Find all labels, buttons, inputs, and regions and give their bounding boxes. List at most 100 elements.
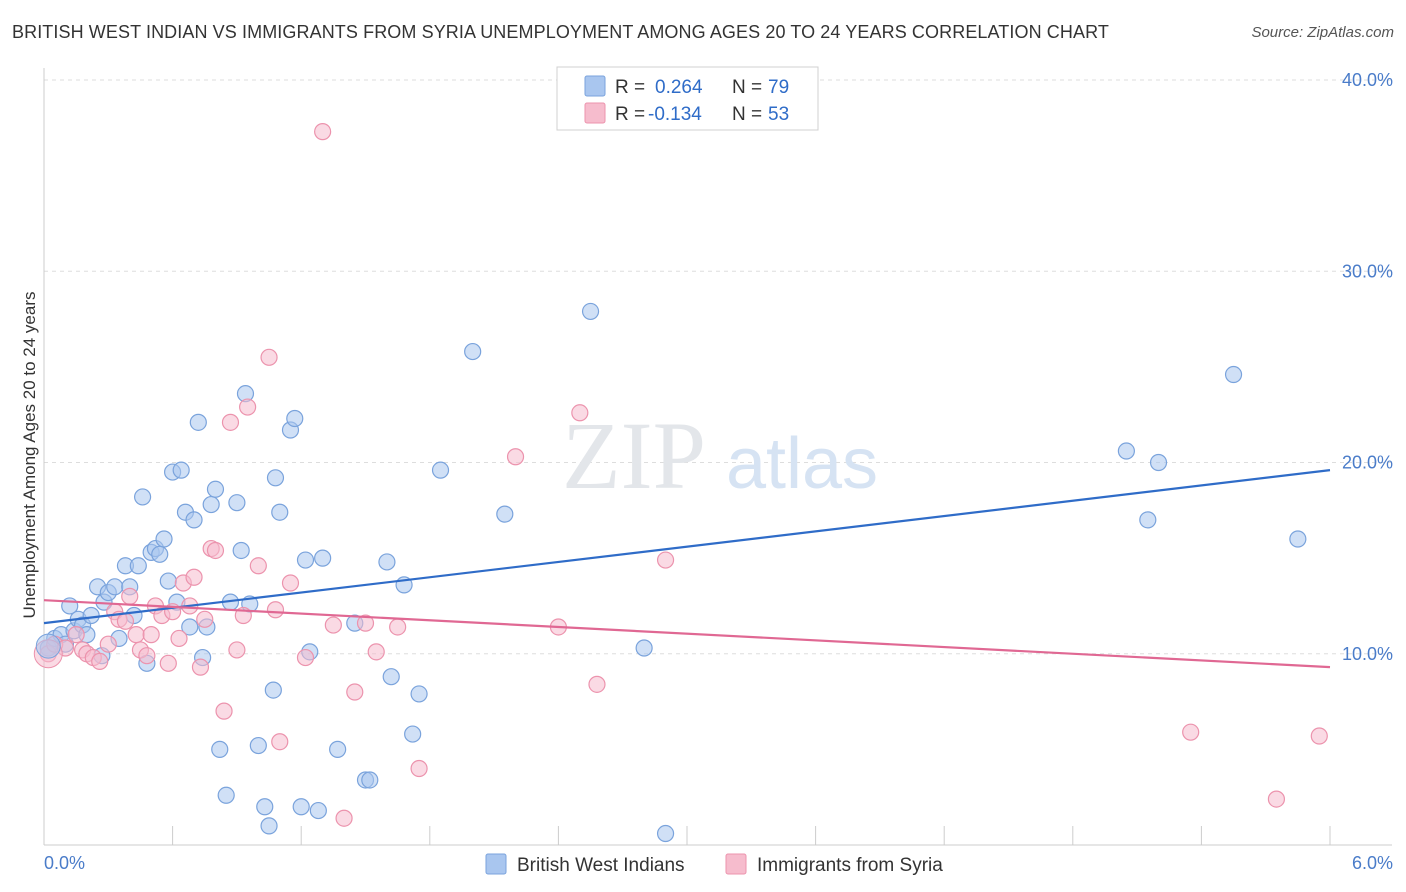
axes [43, 68, 1392, 846]
bottom-legend-swatch-blue [485, 853, 507, 875]
data-point-blue [292, 798, 310, 816]
legend-swatch-pink [584, 102, 606, 124]
data-point-pink [1182, 723, 1200, 741]
x-tick-label: 6.0% [1352, 853, 1393, 873]
data-point-pink [588, 675, 606, 693]
data-point-pink [191, 658, 210, 676]
data-point-blue [431, 461, 450, 479]
data-point-blue [656, 824, 675, 843]
data-point-blue [181, 618, 199, 636]
data-point-blue [249, 736, 267, 755]
data-point-blue [260, 817, 278, 835]
data-point-pink [1310, 727, 1328, 745]
data-point-pink [1267, 790, 1286, 808]
data-point-blue [314, 549, 332, 567]
data-point-pink [281, 574, 300, 592]
data-point-pink [206, 541, 225, 560]
data-point-pink [410, 759, 428, 778]
data-point-blue [232, 541, 250, 560]
data-point-pink [571, 404, 589, 422]
y-tick-label: 20.0% [1342, 453, 1393, 473]
bottom-legend: British West Indians Immigrants from Syr… [485, 853, 943, 876]
data-point-blue [296, 551, 315, 569]
data-points [33, 111, 1328, 843]
legend-n-label-2: N = [732, 104, 762, 125]
data-point-blue [266, 469, 285, 487]
tick-labels: 10.0% 20.0% 30.0% 40.0% 0.0% 6.0% [44, 70, 1393, 873]
legend-n-label-1: N = [732, 77, 762, 98]
data-point-pink [266, 601, 285, 619]
data-point-blue [361, 771, 379, 789]
data-point-blue [202, 495, 220, 514]
data-point-pink [324, 616, 342, 634]
data-point-pink [67, 626, 85, 644]
data-point-pink [271, 733, 289, 751]
data-point-pink [142, 626, 160, 644]
data-point-blue [217, 786, 235, 804]
data-point-blue [410, 685, 428, 703]
data-point-blue [211, 740, 229, 758]
data-point-blue [159, 572, 177, 590]
legend-r-label-2: R = [615, 104, 645, 125]
data-point-pink [260, 348, 278, 366]
data-point-blue [172, 461, 190, 479]
data-point-pink [356, 614, 375, 632]
legend-r-value-2: -0.134 [648, 104, 702, 125]
data-point-blue [378, 553, 396, 571]
watermark-atlas: atlas [726, 424, 878, 504]
data-point-pink [170, 629, 188, 648]
data-point-blue [133, 488, 152, 506]
data-point-blue [151, 545, 169, 563]
data-point-blue [286, 409, 304, 428]
data-point-blue [82, 606, 100, 625]
legend: R = 0.264 N = 79 R = -0.134 N = 53 [556, 66, 819, 131]
legend-n-value-2: 53 [768, 104, 789, 125]
watermark-zip: ZIP [562, 402, 706, 509]
trend-line-blue [43, 469, 1331, 625]
grid-lines [44, 79, 1392, 655]
data-point-blue [1149, 453, 1168, 472]
data-point-pink [196, 610, 214, 628]
data-point-pink [116, 612, 135, 630]
data-point-blue [264, 681, 282, 699]
data-point-blue [1224, 365, 1243, 384]
data-point-pink [346, 683, 364, 701]
data-point-blue [329, 740, 347, 758]
data-point-blue [309, 801, 327, 820]
data-point-blue [1117, 442, 1135, 460]
data-point-pink [91, 652, 109, 671]
y-tick-label: 40.0% [1342, 70, 1393, 90]
data-point-blue [129, 557, 147, 575]
data-point-blue [228, 494, 246, 512]
data-point-pink [296, 648, 315, 667]
legend-r-label-1: R = [615, 77, 645, 98]
data-point-blue [581, 302, 600, 321]
data-point-pink [656, 551, 675, 569]
data-point-blue [496, 505, 514, 523]
data-point-blue [464, 342, 482, 361]
data-point-blue [206, 480, 225, 498]
data-point-pink [138, 647, 156, 665]
legend-swatch-blue [584, 75, 606, 97]
data-point-blue [382, 668, 400, 686]
data-point-pink [127, 626, 145, 644]
bottom-legend-swatch-pink [725, 853, 747, 875]
data-point-blue [1139, 511, 1157, 529]
data-point-pink [159, 654, 177, 672]
watermark: ZIP atlas [562, 402, 878, 509]
data-point-pink [228, 641, 246, 659]
data-point-pink [221, 413, 240, 431]
legend-n-value-1: 79 [768, 77, 789, 98]
chart-title: BRITISH WEST INDIAN VS IMMIGRANTS FROM S… [12, 22, 1109, 42]
data-point-blue [271, 503, 289, 521]
legend-r-value-1: 0.264 [655, 77, 703, 98]
data-point-blue [106, 578, 124, 596]
data-point-blue [256, 798, 274, 816]
x-tick-label: 0.0% [44, 853, 85, 873]
data-point-pink [99, 635, 117, 653]
data-point-pink [121, 587, 139, 605]
y-tick-label: 30.0% [1342, 261, 1393, 281]
data-point-pink [185, 568, 203, 586]
source-label: Source: ZipAtlas.com [1251, 24, 1394, 41]
